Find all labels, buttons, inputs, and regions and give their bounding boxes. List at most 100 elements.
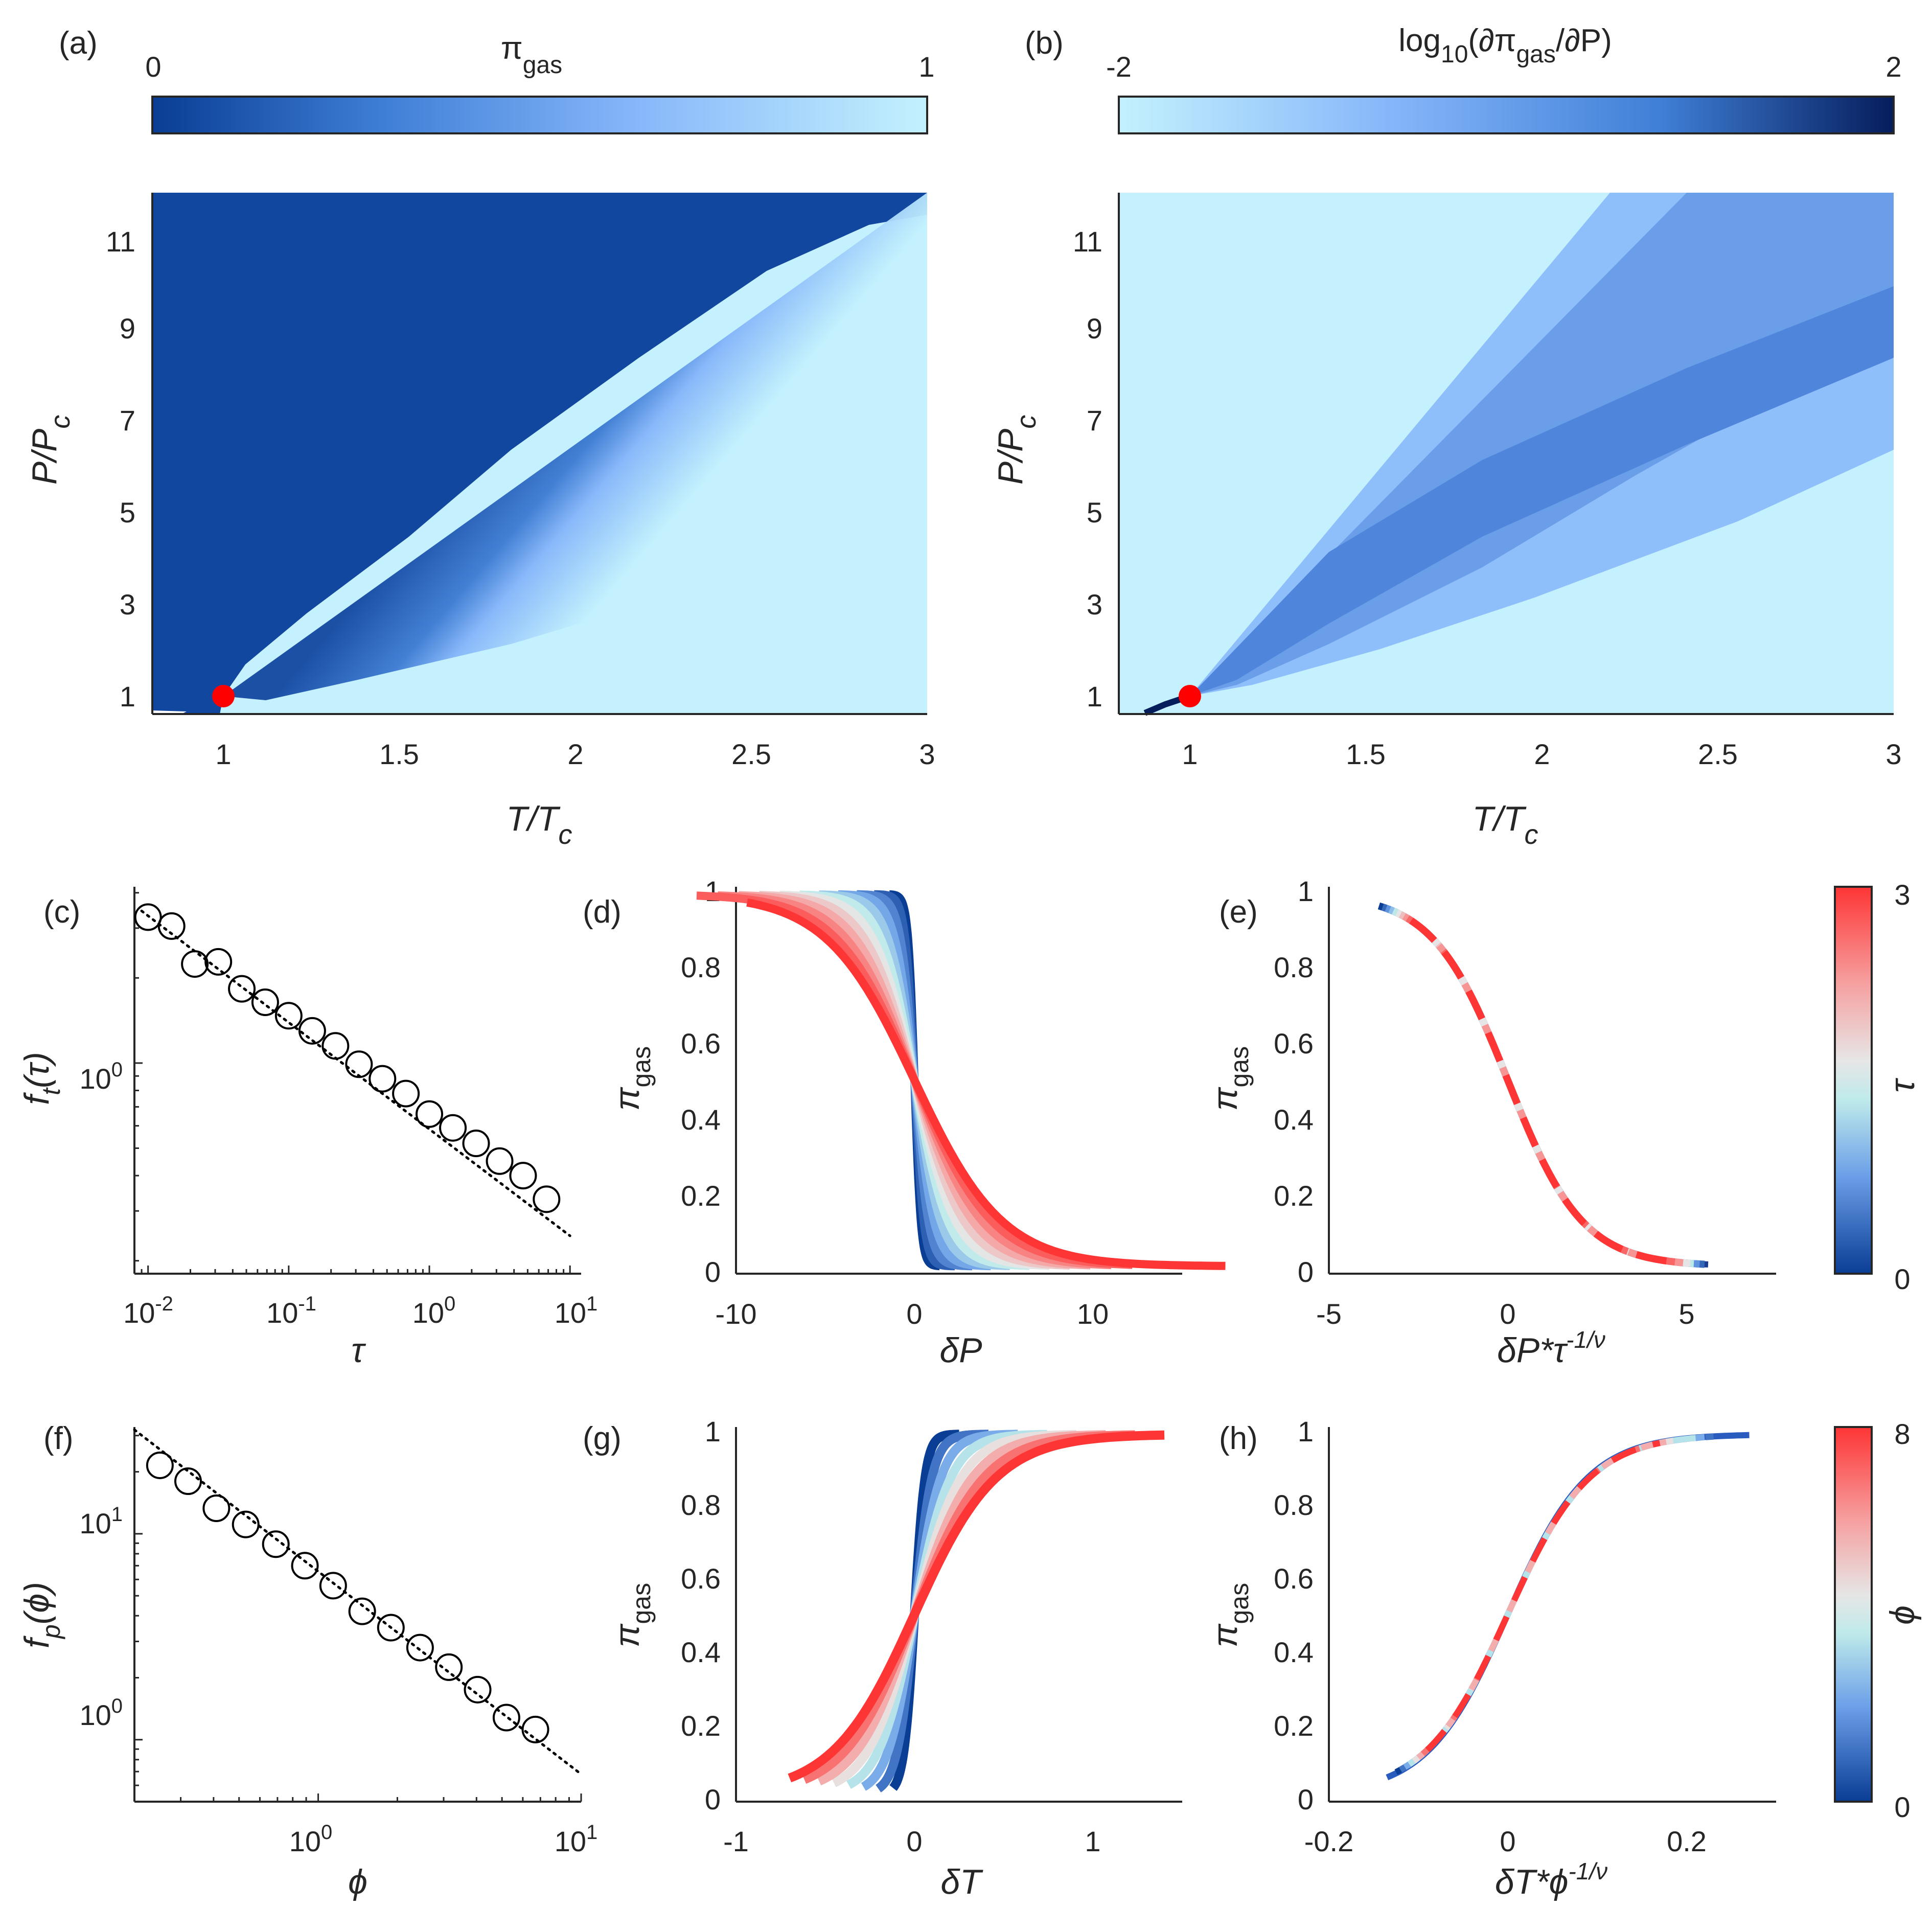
panel-b-ytick-label: 1 [1087,680,1102,712]
e-series-line [1398,911,1687,1267]
panel-a-xlabel-main: T/T [507,799,561,838]
panel-b-xtick-label: 3 [1885,738,1901,770]
panel-f: (f) 100 101 100 101 ϕ fp(ϕ) [17,1421,597,1901]
panel-e-colorbar-label: τ [1883,1078,1922,1093]
panel-c-ytick-exp: 0 [111,1059,123,1081]
panel-h-ylabel: πgas [1206,1583,1254,1647]
panel-h-xtick-label: 0 [1500,1825,1515,1857]
panel-e-ylabel: πgas [1206,1046,1254,1111]
panel-b-xtick-label: 2 [1534,738,1550,770]
panel-h-xlabel: δT*ϕ-1/ν [1495,1858,1607,1901]
f-data-point [319,1572,347,1600]
panel-c-ylabel: ft(τ) [17,1052,65,1105]
panel-a-colorbar-min: 0 [145,51,161,83]
panel-d-ytick-label: 0.2 [681,1180,721,1212]
panel-f-x-tick-labels: 100 101 [289,1821,598,1857]
panel-h-ytick-label: 0.6 [1274,1562,1314,1595]
panel-c-xtick-exp: 1 [586,1293,597,1315]
panel-f-xtick-exp: 0 [321,1821,332,1844]
panel-g-ytick-label: 0.4 [681,1636,721,1668]
panel-c-xtick-label: 10-2 [123,1293,173,1329]
c-data-point [181,950,209,978]
panel-a-ytick-label: 9 [120,312,135,344]
panel-e-xlabel-main: δP*τ [1497,1331,1568,1370]
panel-a-transition-wedge [223,193,927,700]
panel-e: (e) -5 0 5 0 0.2 0.4 0.6 0.8 1 δP*τ-1/ν … [1206,875,1922,1370]
panel-g-xlabel: δT [940,1862,983,1901]
e-series-line [1388,906,1698,1268]
f-data-point [291,1552,319,1580]
panel-a-heatmap [152,193,927,714]
panel-c-xtick-label: 10-1 [266,1293,316,1329]
e-series-line [1402,913,1684,1267]
panel-g-xtick-label: 0 [906,1825,922,1857]
panel-b-xlabel: T/Tc [1473,799,1538,850]
panel-d-ytick-label: 0.6 [681,1027,721,1060]
panel-d-ytick-label: 1 [705,875,721,907]
panel-e-xlabel-sup: -1/ν [1566,1326,1605,1353]
panel-b-ylabel: P/Pc [991,415,1042,485]
panel-e-y-ticks: 0 0.2 0.4 0.6 0.8 1 [1274,875,1314,1288]
c-data-point [134,903,162,931]
panel-c-xtick-exp: -2 [155,1293,173,1315]
panel-g-ylabel-sub: gas [627,1583,656,1624]
panel-f-xtick-label: 101 [555,1821,598,1857]
panel-d-x-ticks: -10 0 10 [716,1298,1109,1330]
panel-a-ytick-label: 5 [120,496,135,528]
panel-f-ytick-label: 101 [79,1503,123,1539]
panel-e-ylabel-main: π [1206,1087,1245,1111]
panel-g-ytick-label: 0.8 [681,1489,721,1521]
panel-b-ylabel-sub: c [1011,415,1042,429]
panel-f-ytick-exp: 0 [111,1695,123,1717]
panel-d-y-ticks: 0 0.2 0.4 0.6 0.8 1 [681,875,721,1288]
panel-c-xtick-exp: 0 [444,1293,455,1315]
panel-d-ylabel-main: π [608,1087,647,1111]
c-data-point [486,1147,514,1175]
panel-a-x-ticks: 1 1.5 2 2.5 3 [215,738,935,770]
panel-g-ylabel-main: π [608,1623,647,1647]
g-series-line [788,1430,1165,1783]
f-data-point [435,1653,463,1681]
panel-c-ylabel-rest: (τ) [17,1052,56,1088]
panel-c-xtick-base: 10 [266,1297,298,1329]
panel-b-x-ticks: 1 1.5 2 2.5 3 [1182,738,1901,770]
panel-g-xtick-label: -1 [723,1825,749,1857]
panel-b-inner-ridge [1190,286,1894,696]
panel-e-ytick-label: 0.2 [1274,1180,1314,1212]
panel-e-colorbar-min: 0 [1894,1263,1910,1295]
panel-b-ytick-label: 5 [1087,496,1102,528]
c-data-point [204,948,233,976]
panel-h-colorbar-min: 0 [1894,1791,1910,1823]
panel-c-x-tick-labels: 10-2 10-1 100 101 [123,1293,597,1329]
c-data-point [298,1017,326,1045]
panel-a-colorbar-title: πgas [501,31,562,79]
panel-a-dark-region [152,193,927,714]
panel-c-minor-ticks [133,892,571,1274]
panel-e-colorbar [1834,886,1873,1275]
panel-c-ylabel-sub: t [37,1087,65,1095]
panel-h-colorbar [1834,1426,1873,1803]
panel-c-xtick-base: 10 [412,1297,444,1329]
panel-a-xlabel-sub: c [558,819,572,850]
panel-f-ytick-exp: 1 [111,1503,123,1526]
panel-e-plot [1377,902,1709,1268]
panel-b-ytick-label: 3 [1087,588,1102,620]
c-data-point [369,1065,397,1093]
panel-e-ytick-label: 0.8 [1274,951,1314,983]
panel-a-xtick-label: 1 [215,738,231,770]
panel-e-label: (e) [1219,894,1258,930]
panel-e-xtick-label: -5 [1316,1298,1342,1330]
f-data-point [174,1467,202,1496]
panel-b-heatmap [1119,193,1894,714]
panel-f-xtick-base: 10 [289,1825,321,1857]
h-series-line [1425,1440,1661,1752]
panel-b-xlabel-sub: c [1524,819,1538,850]
panel-h-xtick-label: -0.2 [1304,1825,1354,1857]
panel-a-xtick-label: 2.5 [731,738,771,770]
panel-c-ytick-base: 10 [79,1063,111,1095]
panel-h-ylabel-main: π [1206,1623,1245,1647]
panel-d-xtick-label: 0 [906,1298,922,1330]
panel-a-colorbar-max: 1 [918,51,934,83]
panel-f-ytick-label: 100 [79,1695,123,1731]
panel-e-colorbar-max: 3 [1894,879,1910,911]
